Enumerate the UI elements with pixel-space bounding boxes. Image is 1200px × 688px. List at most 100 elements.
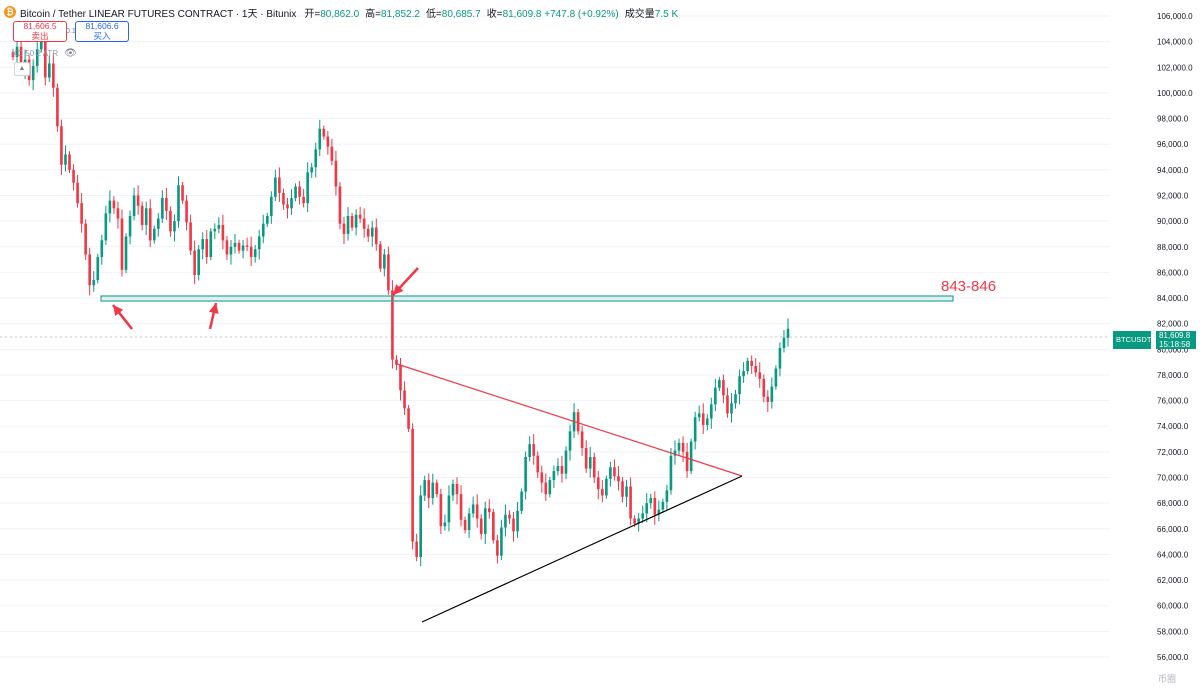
candle-body	[157, 218, 160, 229]
y-tick-label: 58,000.0	[1157, 627, 1189, 636]
candle	[326, 130, 330, 155]
candle-body	[306, 172, 309, 204]
candle-body	[177, 185, 180, 222]
candle	[338, 182, 342, 230]
candle	[88, 247, 92, 296]
y-tick-label: 88,000.0	[1157, 243, 1189, 252]
symbol-header: ₿ Bitcoin / Tether LINEAR FUTURES CONTRA…	[4, 4, 678, 20]
candle-body	[669, 455, 673, 491]
candle-body	[677, 442, 681, 451]
candle-body	[439, 494, 443, 527]
candle-body	[253, 249, 257, 258]
candle	[601, 480, 604, 503]
candle	[431, 473, 435, 505]
candle-body	[144, 208, 148, 225]
arrow-annotation-1	[112, 304, 133, 330]
candle	[689, 438, 693, 475]
candle-body	[471, 504, 475, 514]
candle	[479, 514, 483, 540]
candle	[625, 479, 628, 507]
candle-body	[487, 508, 491, 513]
symbol-title[interactable]: Bitcoin / Tether LINEAR FUTURES CONTRACT…	[20, 8, 297, 20]
candle	[645, 493, 649, 523]
candle-body	[265, 215, 269, 224]
candle	[471, 496, 475, 518]
candle-body	[64, 154, 67, 165]
candle-body	[548, 480, 552, 495]
candle-body	[56, 87, 59, 127]
indicator-legend[interactable]: KC 50 2 ATR 👁	[12, 48, 77, 59]
y-tick-label: 56,000.0	[1157, 653, 1189, 662]
candle	[419, 485, 422, 566]
chevron-up-icon[interactable]: ▲	[14, 62, 30, 76]
candle	[330, 138, 334, 166]
candle	[270, 191, 273, 224]
candle-body	[726, 395, 729, 414]
candle	[11, 48, 15, 61]
candle-body	[782, 337, 786, 349]
candle-body	[169, 210, 172, 232]
candle-body	[100, 240, 104, 258]
sell-button[interactable]: 81,606.5 卖出	[13, 21, 67, 42]
arrow-annotation-3	[392, 267, 419, 296]
candle	[560, 455, 564, 483]
candle-body	[528, 444, 531, 458]
candle	[193, 240, 196, 284]
candle	[76, 174, 79, 208]
support-resistance-zone[interactable]	[100, 295, 954, 302]
candle	[169, 206, 172, 237]
candle	[750, 355, 753, 374]
candle-body	[217, 224, 221, 229]
candle	[709, 397, 713, 429]
candle-body	[411, 428, 414, 542]
candle-body	[326, 136, 330, 147]
candle	[201, 232, 205, 260]
candle-body	[181, 185, 184, 201]
candle	[726, 387, 729, 418]
candle-body	[245, 245, 249, 247]
candle-body	[270, 196, 273, 216]
candle-body	[391, 290, 394, 360]
candle	[681, 436, 685, 463]
y-tick-label: 104,000.0	[1157, 38, 1193, 47]
candle	[605, 475, 608, 499]
candle-body	[431, 482, 435, 499]
candle	[435, 479, 439, 498]
y-tick-label: 78,000.0	[1157, 371, 1189, 380]
candle-body	[459, 494, 463, 520]
buy-button[interactable]: 81,606.6 买入	[75, 21, 129, 42]
resistance-trendline[interactable]	[396, 363, 743, 477]
candle-body	[322, 128, 326, 137]
candle-body	[108, 200, 112, 214]
candle-body	[120, 218, 124, 270]
candle	[766, 390, 770, 413]
candle	[714, 378, 717, 412]
candle-body	[673, 450, 677, 456]
eye-icon[interactable]: 👁	[64, 48, 77, 59]
candle	[544, 473, 548, 501]
candle-body	[742, 371, 745, 377]
candle-body	[621, 481, 624, 497]
candle	[322, 125, 326, 140]
candle-body	[261, 223, 265, 237]
candle-body	[576, 412, 580, 432]
support-trendline[interactable]	[421, 475, 743, 623]
candle	[310, 162, 314, 178]
candle-body	[415, 541, 418, 558]
candle-body	[483, 508, 487, 534]
candle	[762, 374, 766, 403]
candle-body	[609, 467, 612, 479]
candle	[536, 451, 540, 478]
candle-body	[116, 208, 120, 219]
candle	[540, 465, 544, 493]
candle-body	[201, 239, 205, 250]
candle-body	[657, 509, 661, 515]
candle-body	[35, 49, 39, 66]
candle-body	[701, 413, 705, 425]
candle-body	[508, 514, 511, 519]
candle-body	[334, 160, 338, 187]
candle	[233, 233, 237, 254]
candle-body	[613, 467, 616, 477]
candle	[447, 485, 451, 532]
